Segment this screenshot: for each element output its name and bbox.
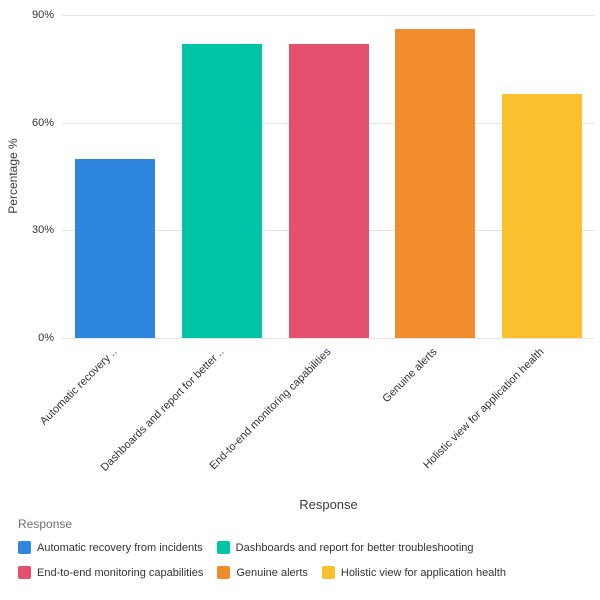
legend-entries: Automatic recovery from incidents Dashboa… [18, 541, 596, 579]
legend-entry-label: Holistic view for application health [340, 566, 506, 579]
legend-swatch-icon [18, 541, 31, 554]
legend-entry[interactable]: End-to-end monitoring capabilities [18, 566, 203, 579]
bar-1[interactable] [75, 158, 156, 338]
legend-entry-label: Dashboards and report for better trouble… [235, 541, 474, 554]
bar-2[interactable] [181, 43, 262, 338]
legend-entry-label: End-to-end monitoring capabilities [37, 566, 204, 579]
x-tick-label: Automatic recovery .. [38, 346, 120, 428]
y-tick-label: 0% [38, 332, 54, 344]
bar-3[interactable] [288, 43, 369, 338]
legend-entry-label: Genuine alerts [236, 566, 308, 579]
legend-swatch-icon [216, 541, 230, 554]
legend-swatch-icon [18, 566, 31, 579]
legend-swatch-icon [217, 566, 231, 579]
bar-4[interactable] [395, 29, 476, 338]
y-tick-label: 30% [31, 224, 54, 237]
legend-entry[interactable]: Dashboards and report for better trouble… [216, 541, 474, 554]
legend-entry[interactable]: Genuine alerts [217, 566, 308, 579]
legend-entry[interactable]: Automatic recovery from incidents [18, 541, 203, 554]
bar-5[interactable] [501, 93, 582, 338]
x-axis-title: Response [299, 497, 358, 512]
legend: Response Automatic recovery from inciden… [18, 517, 596, 579]
y-tick-label: 90% [31, 9, 54, 21]
y-tick-label: 60% [31, 116, 54, 129]
x-tick-label: Genuine alerts [380, 346, 440, 406]
plot-area [62, 15, 595, 339]
legend-entry[interactable]: Holistic view for application health [321, 566, 506, 579]
legend-title: Response [18, 517, 73, 531]
gridline [62, 15, 595, 16]
legend-entry-label: Automatic recovery from incidents [37, 541, 203, 554]
y-axis-title: Percentage % [6, 138, 20, 214]
legend-swatch-icon [321, 566, 335, 579]
gridline [62, 338, 595, 339]
